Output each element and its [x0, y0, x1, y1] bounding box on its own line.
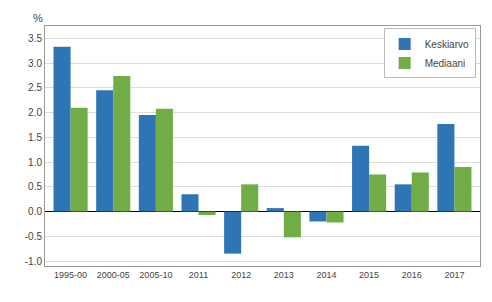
svg-text:1.0: 1.0 [28, 157, 42, 168]
svg-text:2.0: 2.0 [28, 107, 42, 118]
svg-text:2013: 2013 [274, 270, 294, 280]
svg-text:Keskiarvo: Keskiarvo [425, 39, 469, 50]
svg-text:0.5: 0.5 [28, 181, 42, 192]
svg-text:2011: 2011 [189, 270, 208, 280]
svg-text:0.0: 0.0 [28, 206, 42, 217]
svg-text:-0.5: -0.5 [25, 231, 43, 242]
svg-text:1.5: 1.5 [28, 132, 42, 143]
svg-text:3.5: 3.5 [28, 33, 42, 44]
svg-text:2000-05: 2000-05 [97, 270, 130, 280]
svg-text:2017: 2017 [444, 270, 464, 280]
svg-text:1995-00: 1995-00 [54, 270, 87, 280]
svg-text:2016: 2016 [402, 270, 422, 280]
svg-text:3.0: 3.0 [28, 58, 42, 69]
svg-text:2005-10: 2005-10 [139, 270, 172, 280]
svg-text:2012: 2012 [231, 270, 251, 280]
svg-text:2014: 2014 [316, 270, 336, 280]
svg-text:%: % [33, 12, 43, 24]
svg-text:2.5: 2.5 [28, 82, 42, 93]
svg-text:-1.0: -1.0 [25, 256, 43, 267]
svg-text:Mediaani: Mediaani [425, 58, 466, 69]
svg-text:2015: 2015 [359, 270, 379, 280]
